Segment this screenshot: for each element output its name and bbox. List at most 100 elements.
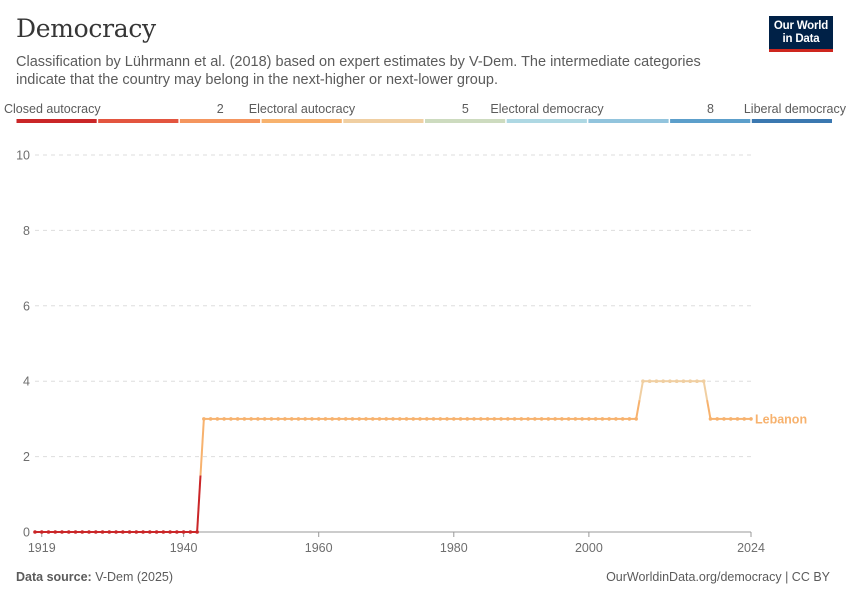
- data-point[interactable]: [33, 530, 37, 534]
- data-point[interactable]: [141, 530, 145, 534]
- legend-bin-0[interactable]: [16, 119, 97, 123]
- data-point[interactable]: [188, 530, 193, 534]
- data-point[interactable]: [539, 417, 544, 421]
- data-point[interactable]: [681, 379, 686, 384]
- data-point[interactable]: [310, 417, 314, 421]
- data-point[interactable]: [330, 417, 335, 421]
- data-point[interactable]: [424, 417, 429, 421]
- legend-bin-7[interactable]: [588, 119, 669, 123]
- data-point[interactable]: [161, 530, 166, 534]
- data-point[interactable]: [303, 417, 307, 421]
- data-point[interactable]: [235, 417, 240, 421]
- data-point[interactable]: [269, 417, 274, 421]
- data-point[interactable]: [600, 417, 605, 421]
- data-point[interactable]: [256, 417, 260, 421]
- data-point[interactable]: [80, 530, 85, 534]
- data-point[interactable]: [242, 417, 247, 421]
- data-point[interactable]: [492, 417, 497, 421]
- legend-bin-8[interactable]: [670, 119, 751, 123]
- data-point[interactable]: [465, 417, 470, 421]
- data-point[interactable]: [688, 379, 693, 384]
- data-point[interactable]: [46, 530, 51, 534]
- data-point[interactable]: [411, 417, 416, 421]
- data-point[interactable]: [337, 417, 341, 421]
- data-point[interactable]: [668, 379, 672, 384]
- data-point[interactable]: [195, 530, 199, 534]
- data-point[interactable]: [114, 530, 118, 534]
- data-point[interactable]: [512, 417, 517, 421]
- data-point[interactable]: [262, 417, 267, 421]
- data-point[interactable]: [168, 530, 172, 534]
- data-point[interactable]: [587, 417, 591, 421]
- legend-bin-3[interactable]: [261, 119, 342, 123]
- data-point[interactable]: [39, 530, 44, 534]
- data-point[interactable]: [229, 417, 233, 421]
- data-source-value[interactable]: V-Dem (2025): [95, 570, 174, 584]
- data-point[interactable]: [107, 530, 112, 534]
- data-point[interactable]: [472, 417, 476, 421]
- data-point[interactable]: [215, 417, 220, 421]
- legend-bin-6[interactable]: [506, 119, 587, 123]
- data-point[interactable]: [728, 417, 733, 421]
- data-point[interactable]: [546, 417, 551, 421]
- data-point[interactable]: [181, 530, 186, 534]
- data-point[interactable]: [208, 417, 213, 421]
- data-point[interactable]: [154, 530, 159, 534]
- data-point[interactable]: [222, 417, 226, 421]
- data-point[interactable]: [276, 417, 280, 421]
- data-point[interactable]: [580, 417, 584, 421]
- data-point[interactable]: [93, 530, 98, 534]
- data-point[interactable]: [134, 530, 139, 534]
- data-point[interactable]: [431, 417, 436, 421]
- data-point[interactable]: [641, 379, 645, 384]
- data-point[interactable]: [479, 417, 483, 421]
- data-point[interactable]: [526, 417, 530, 421]
- data-point[interactable]: [573, 417, 578, 421]
- data-point[interactable]: [634, 417, 638, 421]
- data-point[interactable]: [418, 417, 422, 421]
- data-point[interactable]: [148, 530, 152, 534]
- data-point[interactable]: [674, 379, 679, 384]
- data-point[interactable]: [384, 417, 389, 421]
- data-point[interactable]: [445, 417, 449, 421]
- data-point[interactable]: [607, 417, 611, 421]
- data-point[interactable]: [715, 417, 720, 421]
- data-point[interactable]: [73, 530, 78, 534]
- data-point[interactable]: [519, 417, 524, 421]
- data-point[interactable]: [458, 417, 463, 421]
- data-point[interactable]: [506, 417, 510, 421]
- data-point[interactable]: [87, 530, 91, 534]
- data-point[interactable]: [451, 417, 456, 421]
- data-point[interactable]: [202, 417, 206, 421]
- data-point[interactable]: [391, 417, 395, 421]
- data-point[interactable]: [560, 417, 564, 421]
- data-point[interactable]: [647, 379, 652, 384]
- data-point[interactable]: [377, 417, 382, 421]
- legend-bin-2[interactable]: [179, 119, 261, 123]
- data-point[interactable]: [100, 530, 105, 534]
- legend-bin-1[interactable]: [98, 119, 179, 123]
- data-point[interactable]: [175, 530, 179, 534]
- data-point[interactable]: [742, 417, 747, 421]
- data-point[interactable]: [708, 417, 713, 421]
- data-point[interactable]: [627, 417, 632, 421]
- data-point[interactable]: [661, 379, 665, 384]
- data-point[interactable]: [749, 417, 753, 421]
- data-point[interactable]: [323, 417, 328, 421]
- data-point[interactable]: [499, 417, 503, 421]
- data-point[interactable]: [553, 417, 557, 421]
- data-point[interactable]: [438, 417, 443, 421]
- data-point[interactable]: [620, 417, 625, 421]
- data-point[interactable]: [127, 530, 132, 534]
- data-point[interactable]: [316, 417, 321, 421]
- data-point[interactable]: [343, 417, 348, 421]
- legend-bin-9[interactable]: [751, 119, 832, 123]
- data-point[interactable]: [249, 417, 253, 421]
- data-point[interactable]: [614, 417, 618, 421]
- data-point[interactable]: [66, 530, 71, 534]
- data-point[interactable]: [735, 417, 740, 421]
- legend-bin-5[interactable]: [425, 119, 506, 123]
- data-point[interactable]: [404, 417, 409, 421]
- credit-link[interactable]: OurWorldinData.org/democracy | CC BY: [606, 570, 830, 584]
- data-point[interactable]: [485, 417, 490, 421]
